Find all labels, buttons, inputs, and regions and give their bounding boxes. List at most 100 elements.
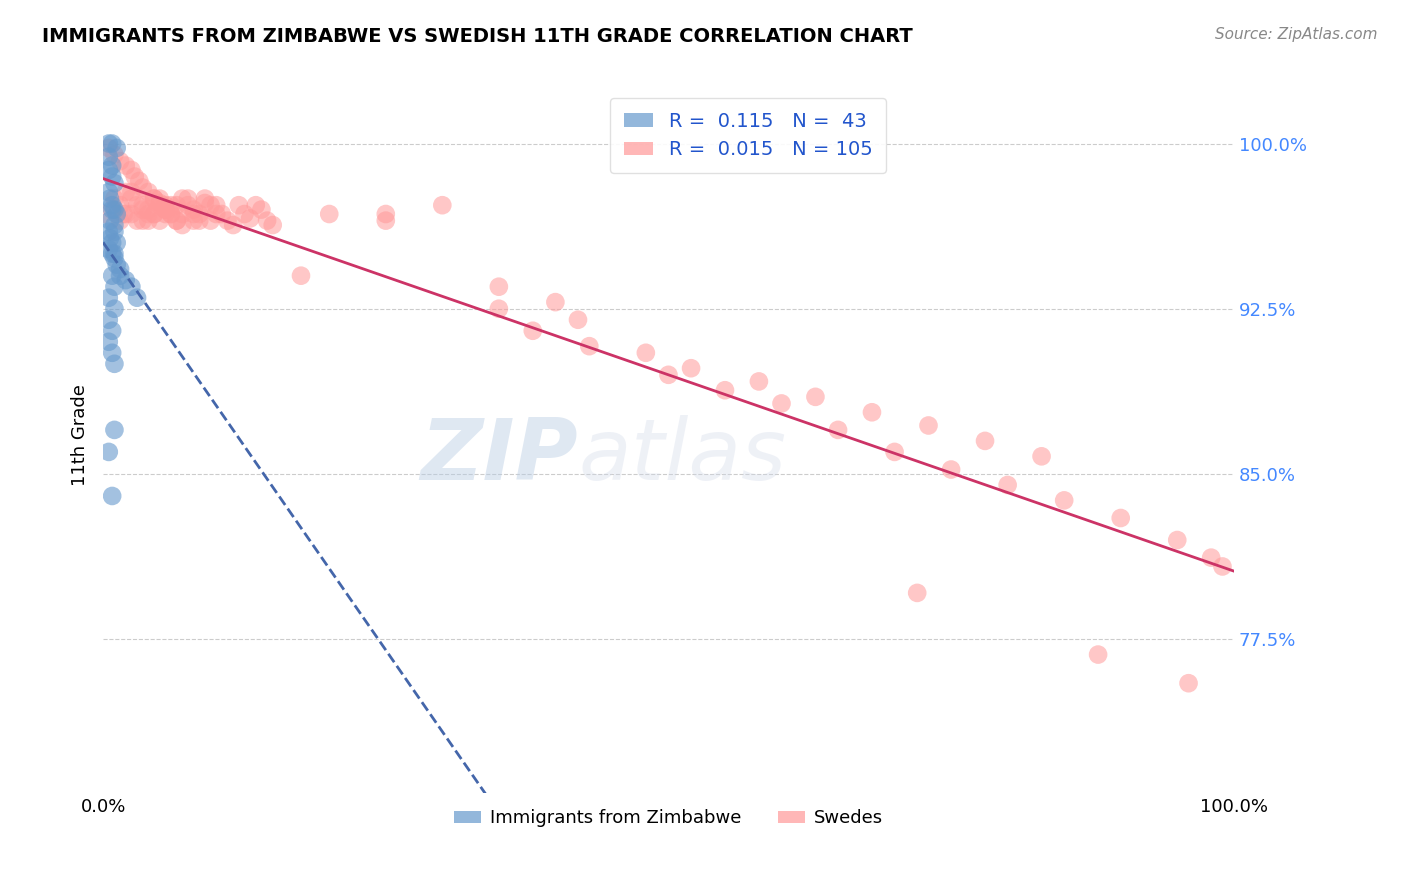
Point xyxy=(318,207,340,221)
Text: atlas: atlas xyxy=(578,416,786,499)
Point xyxy=(172,192,194,206)
Point xyxy=(101,169,124,184)
Point xyxy=(1211,559,1233,574)
Point xyxy=(544,295,567,310)
Point xyxy=(1109,511,1132,525)
Point xyxy=(245,198,267,212)
Point xyxy=(194,192,217,206)
Point xyxy=(125,198,148,212)
Point xyxy=(98,213,121,227)
Point xyxy=(222,218,245,232)
Point xyxy=(1199,550,1222,565)
Point xyxy=(120,163,142,178)
Point xyxy=(101,235,124,250)
Point xyxy=(97,136,120,151)
Point xyxy=(108,198,131,212)
Point xyxy=(1031,450,1053,464)
Point xyxy=(578,339,600,353)
Point xyxy=(143,207,166,221)
Point xyxy=(256,213,278,227)
Point xyxy=(120,207,142,221)
Point xyxy=(205,198,228,212)
Point xyxy=(432,198,454,212)
Point xyxy=(138,185,160,199)
Point xyxy=(194,196,217,211)
Point xyxy=(112,207,135,221)
Point xyxy=(905,586,928,600)
Point xyxy=(228,198,250,212)
Point xyxy=(1166,533,1188,547)
Point xyxy=(160,207,183,221)
Point xyxy=(143,207,166,221)
Point xyxy=(183,213,205,227)
Point xyxy=(657,368,679,382)
Point xyxy=(974,434,997,448)
Point xyxy=(125,213,148,227)
Point xyxy=(160,207,183,221)
Point xyxy=(160,198,183,212)
Point xyxy=(97,334,120,349)
Point xyxy=(114,185,136,199)
Point xyxy=(188,207,211,221)
Point xyxy=(374,213,396,227)
Point xyxy=(103,192,125,206)
Point xyxy=(997,478,1019,492)
Point xyxy=(567,312,589,326)
Point xyxy=(488,279,510,293)
Point xyxy=(103,301,125,316)
Point xyxy=(166,213,188,227)
Point xyxy=(183,207,205,221)
Point xyxy=(143,192,166,206)
Point xyxy=(97,242,120,256)
Point xyxy=(155,202,177,217)
Point xyxy=(120,192,142,206)
Point xyxy=(97,291,120,305)
Point xyxy=(917,418,939,433)
Point xyxy=(827,423,849,437)
Point xyxy=(114,273,136,287)
Point xyxy=(98,231,121,245)
Point xyxy=(488,301,510,316)
Point xyxy=(200,198,222,212)
Point xyxy=(250,202,273,217)
Point xyxy=(233,207,256,221)
Point xyxy=(290,268,312,283)
Text: ZIP: ZIP xyxy=(420,416,578,499)
Point xyxy=(883,445,905,459)
Point xyxy=(149,196,172,211)
Point xyxy=(97,185,120,199)
Point xyxy=(239,211,262,226)
Point xyxy=(131,213,153,227)
Point xyxy=(166,213,188,227)
Point xyxy=(101,324,124,338)
Point xyxy=(939,462,962,476)
Point xyxy=(103,251,125,265)
Point xyxy=(101,268,124,283)
Point xyxy=(97,163,120,178)
Point xyxy=(114,159,136,173)
Point xyxy=(128,174,150,188)
Point xyxy=(681,361,703,376)
Point xyxy=(131,180,153,194)
Point xyxy=(205,207,228,221)
Point xyxy=(183,202,205,217)
Point xyxy=(105,141,128,155)
Point xyxy=(101,136,124,151)
Point xyxy=(103,218,125,232)
Point xyxy=(714,383,737,397)
Point xyxy=(172,207,194,221)
Point xyxy=(98,192,121,206)
Point xyxy=(770,396,793,410)
Point xyxy=(143,192,166,206)
Point xyxy=(108,154,131,169)
Point xyxy=(860,405,883,419)
Point xyxy=(262,218,284,232)
Point xyxy=(101,159,124,173)
Point xyxy=(155,202,177,217)
Point xyxy=(188,213,211,227)
Point xyxy=(97,445,120,459)
Point xyxy=(103,423,125,437)
Point xyxy=(149,213,172,227)
Point xyxy=(101,346,124,360)
Point xyxy=(138,202,160,217)
